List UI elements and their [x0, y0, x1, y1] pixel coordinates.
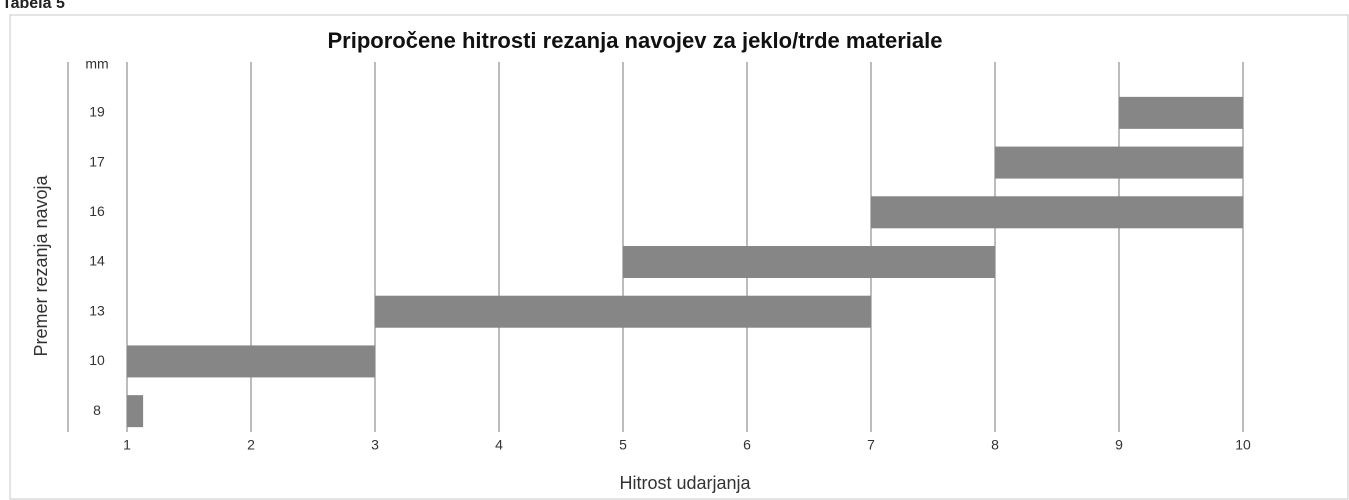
- bar: [1119, 96, 1243, 129]
- bar: [375, 295, 871, 328]
- chart-title: Priporočene hitrosti rezanja navojev za …: [327, 28, 942, 53]
- x-tick-label: 2: [247, 437, 255, 453]
- x-tick-label: 1: [123, 437, 131, 453]
- bar: [127, 395, 144, 428]
- x-tick-label: 3: [371, 437, 379, 453]
- x-tick-label: 5: [619, 437, 627, 453]
- y-tick-label: 17: [89, 153, 105, 169]
- x-tick-label: 8: [991, 437, 999, 453]
- x-tick-label: 7: [867, 437, 875, 453]
- y-tick-label: 13: [89, 302, 105, 318]
- x-tick-label: 9: [1115, 437, 1123, 453]
- bar: [995, 146, 1243, 179]
- x-tick-label: 6: [743, 437, 751, 453]
- x-tick-label: 4: [495, 437, 503, 453]
- chart-frame: [9, 14, 1349, 500]
- table-label: Tabela 5: [2, 0, 65, 12]
- y-tick-label: 10: [89, 352, 105, 368]
- y-axis-label: Premer rezanja navoja: [31, 174, 51, 356]
- y-tick-label: 8: [93, 402, 101, 418]
- y-unit: mm: [85, 56, 108, 72]
- bar: [623, 246, 995, 278]
- y-tick-label: 16: [89, 203, 105, 219]
- y-tick-label: 19: [89, 104, 105, 120]
- x-axis-label: Hitrost udarjanja: [619, 473, 751, 493]
- bar: [871, 196, 1243, 229]
- x-tick-label: 10: [1235, 437, 1251, 453]
- bar: [127, 345, 375, 378]
- y-tick-label: 14: [89, 253, 105, 269]
